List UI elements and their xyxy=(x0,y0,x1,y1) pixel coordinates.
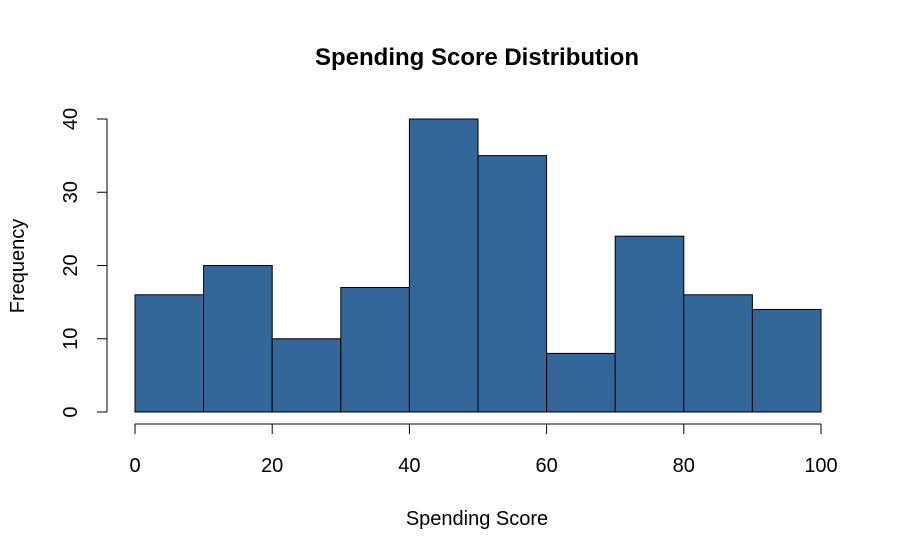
y-tick-label: 30 xyxy=(60,181,82,203)
x-axis: 0 20 40 60 80 100 xyxy=(129,424,837,477)
y-axis: 0 10 20 30 40 xyxy=(60,108,107,418)
y-tick-label: 40 xyxy=(60,108,82,130)
x-tick-label: 0 xyxy=(129,455,140,477)
x-axis-label: Spending Score xyxy=(406,508,548,530)
histogram-bar xyxy=(135,295,204,412)
y-tick-label: 0 xyxy=(60,406,82,417)
histogram-bar xyxy=(615,236,684,412)
histogram-bar xyxy=(341,287,410,412)
x-tick-label: 20 xyxy=(261,455,283,477)
y-axis-label: Frequency xyxy=(7,219,29,314)
histogram-bar xyxy=(204,266,273,413)
histogram-bar xyxy=(272,339,341,412)
x-tick-label: 80 xyxy=(673,455,695,477)
x-tick-label: 40 xyxy=(398,455,420,477)
histogram-bar xyxy=(409,119,478,412)
y-tick-label: 20 xyxy=(60,254,82,276)
histogram-bar xyxy=(684,295,753,412)
histogram-bar xyxy=(547,353,616,412)
histogram-bar xyxy=(752,309,821,412)
x-tick-label: 60 xyxy=(535,455,557,477)
chart-title: Spending Score Distribution xyxy=(315,44,639,71)
y-tick-label: 10 xyxy=(60,328,82,350)
x-tick-label: 100 xyxy=(804,455,837,477)
bars-group xyxy=(135,119,821,412)
histogram-bar xyxy=(478,156,547,412)
